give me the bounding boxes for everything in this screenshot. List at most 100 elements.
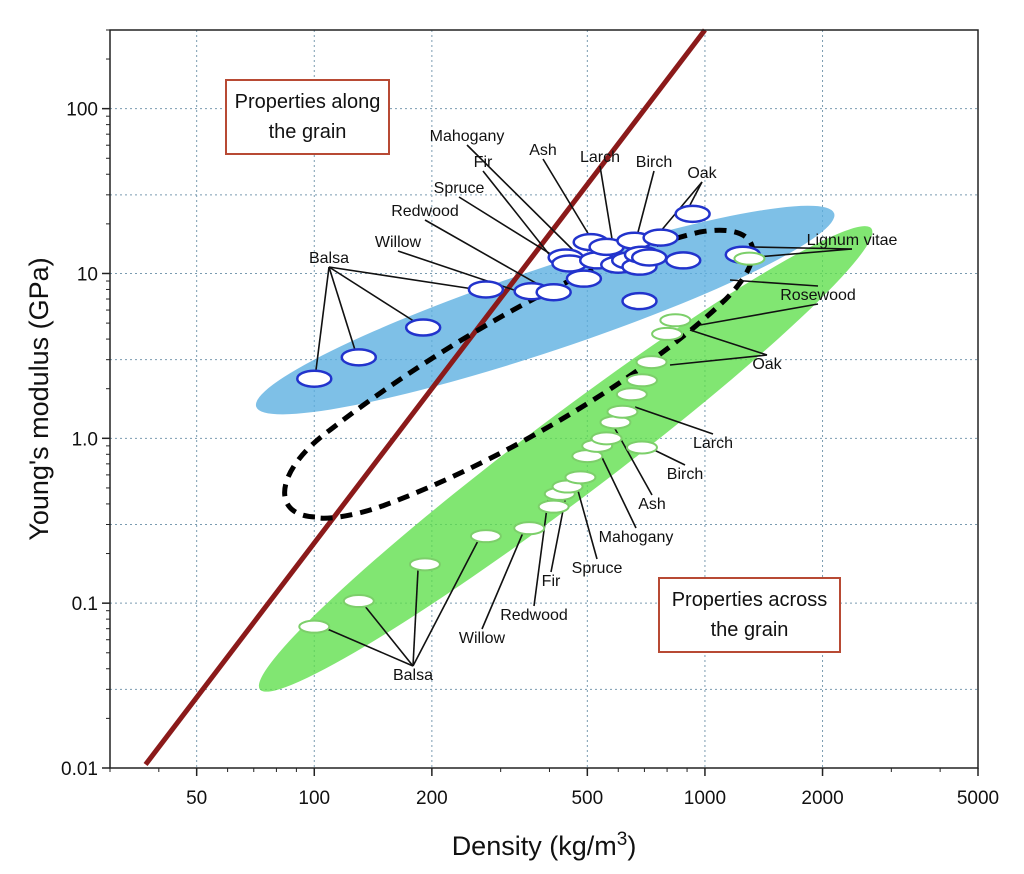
leader-0-2 — [328, 266, 421, 326]
x-tick-label-1: 100 — [298, 788, 330, 809]
leader-4-0 — [482, 170, 553, 259]
leader-11-1 — [699, 303, 819, 326]
point-label-11: Rosewood — [780, 287, 856, 304]
point-label-14: Birch — [667, 466, 703, 483]
point-across-15 — [625, 373, 658, 388]
leader-21-1 — [359, 599, 414, 667]
y-tick-label-0: 0.01 — [61, 759, 98, 780]
leader-12-1 — [669, 354, 768, 366]
point-label-20: Willow — [459, 630, 506, 647]
point-across-17 — [651, 326, 684, 341]
annotation-boxes: Properties along the grain Properties acro… — [225, 79, 841, 653]
leader-16-0 — [596, 446, 637, 529]
point-along-21 — [674, 204, 711, 224]
annotation-box-0-line-0: Properties along — [235, 91, 381, 113]
point-along-20 — [664, 251, 702, 270]
leader-12-0 — [689, 329, 768, 356]
leader-20-0 — [481, 527, 526, 630]
point-label-5: Mahogany — [430, 128, 505, 145]
point-label-19: Redwood — [500, 607, 568, 624]
x-axis-title-main: Density (kg/m — [452, 831, 617, 861]
point-label-6: Ash — [529, 142, 557, 159]
leader-0-1 — [328, 266, 356, 351]
point-across-0 — [298, 619, 331, 634]
point-label-3: Spruce — [434, 180, 485, 197]
point-label-16: Mahogany — [599, 529, 674, 546]
y-tick-label-2: 1.0 — [72, 429, 98, 450]
annotation-box-1-line-0: Properties across — [672, 589, 828, 611]
point-label-12: Oak — [752, 356, 782, 373]
point-across-13 — [606, 404, 639, 419]
point-label-18: Fir — [542, 573, 561, 590]
x-tick-label-6: 5000 — [957, 788, 999, 809]
point-label-1: Willow — [375, 234, 422, 251]
point-across-8 — [564, 470, 597, 485]
annotation-box-0 — [225, 79, 390, 155]
y-axis-title: Young's modulus (GPa) — [24, 257, 54, 540]
axis-ticks: 50 100 200 500 1000 2000 5000 0.01 0.1 1.0 10 100 — [61, 29, 999, 809]
point-label-4: Fir — [474, 154, 493, 171]
y-tick-label-1: 0.1 — [72, 594, 98, 615]
point-along-2 — [404, 318, 442, 337]
leader-13-0 — [634, 406, 714, 435]
y-tick-label-4: 100 — [66, 100, 98, 121]
point-label-2: Redwood — [391, 203, 459, 220]
point-across-1 — [342, 594, 375, 609]
leader-17-0 — [574, 479, 598, 560]
point-across-4 — [513, 521, 546, 536]
point-labels: Balsa Willow Redwood Spruce Fir Mahogany Ash La… — [309, 128, 897, 684]
point-across-19 — [733, 251, 766, 266]
y-tick-label-3: 10 — [77, 264, 98, 285]
point-along-1 — [340, 348, 378, 367]
annotation-box-1-line-1: the grain — [711, 619, 789, 641]
point-across-11 — [590, 431, 623, 446]
leader-9-1 — [689, 181, 703, 206]
annotation-box-0-line-1: the grain — [269, 121, 347, 143]
point-label-10: Lignum vitae — [807, 232, 898, 249]
leader-0-3 — [328, 266, 481, 291]
point-along-18 — [642, 228, 679, 247]
leader-21-0 — [317, 624, 414, 667]
x-tick-label-2: 200 — [416, 788, 448, 809]
x-axis-title: Density (kg/m3) — [452, 829, 637, 862]
reference-line — [143, 28, 707, 767]
point-label-21: Balsa — [393, 667, 433, 684]
x-tick-label-0: 50 — [186, 788, 207, 809]
point-label-9: Oak — [687, 165, 717, 182]
point-across-3 — [469, 529, 502, 544]
leader-21-3 — [412, 536, 481, 667]
point-across-2 — [408, 557, 441, 572]
leader-11-0 — [729, 279, 819, 287]
leader-7-0 — [599, 165, 614, 246]
annotation-box-1 — [658, 577, 841, 653]
point-along-8 — [565, 269, 603, 288]
point-across-20 — [625, 440, 658, 455]
point-across-5 — [537, 499, 570, 514]
point-along-5 — [535, 282, 572, 302]
point-label-8: Birch — [636, 154, 672, 171]
leader-8-0 — [636, 170, 655, 237]
dashed-envelope-group — [282, 227, 756, 521]
point-across-14 — [615, 387, 648, 402]
point-along-0 — [296, 369, 333, 388]
point-along-19 — [621, 291, 658, 311]
x-tick-label-5: 2000 — [801, 788, 843, 809]
points — [296, 204, 766, 634]
plot-frame — [109, 29, 979, 769]
x-tick-label-3: 500 — [571, 788, 603, 809]
leader-2-0 — [424, 219, 549, 291]
x-tick-label-4: 1000 — [684, 788, 726, 809]
point-label-13: Larch — [693, 435, 733, 452]
point-along-3 — [467, 280, 505, 299]
point-label-0: Balsa — [309, 250, 349, 267]
leader-10-0 — [752, 246, 853, 250]
region-across — [258, 226, 873, 692]
x-axis-title-close: ) — [627, 831, 636, 861]
leader-19-0 — [533, 499, 549, 607]
leader-21-2 — [412, 569, 419, 667]
point-across-16 — [635, 355, 668, 370]
point-label-7: Larch — [580, 149, 620, 166]
reference-line-group — [143, 28, 707, 767]
leader-5-0 — [466, 144, 576, 253]
